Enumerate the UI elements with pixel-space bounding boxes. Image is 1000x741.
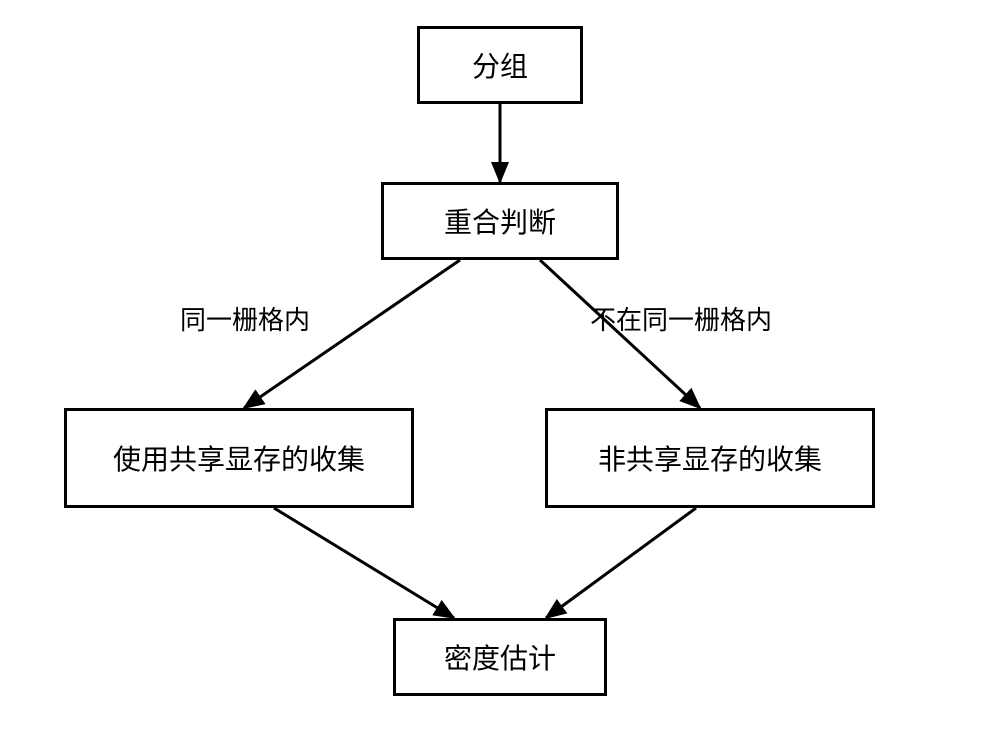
flow-node-label: 分组 (472, 45, 528, 85)
edge-label-diff-grid: 不在同一栅格内 (590, 300, 772, 337)
flow-node-nonshared-collect: 非共享显存的收集 (545, 408, 875, 508)
flow-node-group: 分组 (417, 26, 583, 104)
edge-label-same-grid: 同一栅格内 (180, 300, 310, 337)
flow-node-label: 使用共享显存的收集 (113, 438, 365, 478)
flow-node-label: 重合判断 (444, 201, 556, 241)
edge-label-text: 同一栅格内 (180, 306, 310, 335)
flow-node-density-estimate: 密度估计 (393, 618, 607, 696)
flow-node-label: 非共享显存的收集 (598, 438, 822, 478)
flow-node-shared-collect: 使用共享显存的收集 (64, 408, 414, 508)
edge-label-text: 不在同一栅格内 (590, 306, 772, 335)
flowchart-canvas: 分组 重合判断 使用共享显存的收集 非共享显存的收集 密度估计 同一栅格内 不在… (0, 0, 1000, 741)
flow-node-label: 密度估计 (444, 637, 556, 677)
flow-node-overlap-check: 重合判断 (381, 182, 619, 260)
